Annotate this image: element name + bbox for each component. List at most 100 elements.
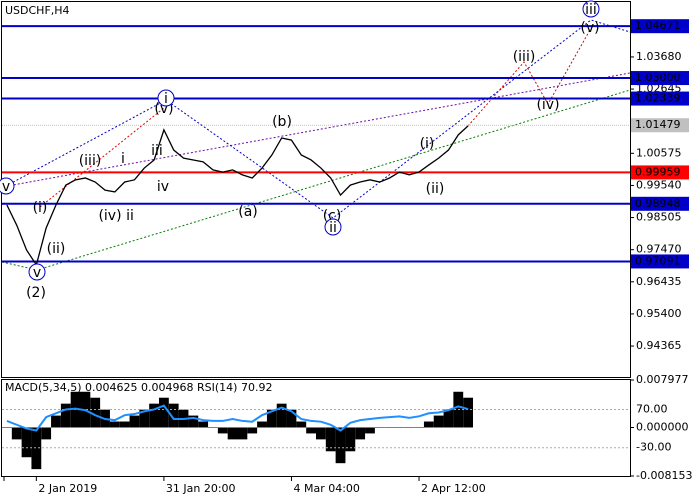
wave-guide (467, 29, 591, 127)
chart-title: USDCHF,H4 (5, 4, 70, 17)
wave-label: (iv) (536, 97, 559, 113)
price-level-label: 1.02339 (635, 92, 681, 105)
wave-label: v (2, 179, 10, 195)
y-tick-label: 0.96435 (636, 275, 682, 288)
macd-bar (31, 427, 42, 470)
wave-label: (iii) (513, 49, 536, 65)
y2-tick-label: -30.00 (636, 441, 671, 454)
price-level-box (631, 196, 689, 211)
macd-bar (2, 427, 12, 428)
macd-bar (463, 397, 473, 428)
wave-guide (36, 89, 631, 271)
price-level-box (631, 71, 689, 86)
macd-bar (247, 427, 258, 434)
y-tick-label: 0.95400 (636, 307, 682, 320)
macd-bar (21, 427, 32, 458)
x-tick-label: 31 Jan 20:00 (166, 482, 236, 495)
wave-guide (39, 107, 165, 208)
macd-bar (129, 415, 140, 428)
wave-label: (b) (272, 114, 292, 130)
macd-bar (335, 427, 346, 464)
price-level-box (631, 91, 689, 106)
plot-layer: 1.036801.026451.005750.995400.985050.974… (0, 0, 692, 495)
x-tick-label: 4 Mar 04:00 (293, 482, 359, 495)
macd-bar (443, 409, 454, 428)
macd-bar (198, 421, 209, 428)
macd-bar (60, 403, 71, 428)
macd-bar (188, 415, 199, 428)
x-tick-label: 2 Apr 12:00 (421, 482, 486, 495)
macd-bar (208, 427, 218, 428)
macd-bar (325, 427, 336, 452)
macd-bar (365, 427, 375, 434)
wave-label: v (33, 265, 41, 281)
macd-bar (159, 397, 169, 428)
price-level-label: 1.04671 (635, 19, 681, 32)
wave-label: (v) (580, 20, 599, 36)
macd-bar (384, 427, 395, 428)
macd-bar (433, 415, 444, 428)
wave-label: (i) (33, 200, 48, 216)
macd-bar (51, 415, 61, 428)
macd-bar (394, 427, 405, 428)
macd-bar (227, 427, 238, 440)
price-level-label: 0.98948 (635, 197, 681, 210)
macd-bar (306, 427, 316, 434)
price-level-label: 1.03000 (635, 71, 681, 84)
wave-label: iv (157, 179, 169, 195)
macd-bar (316, 427, 326, 440)
indicator-panel-frame (1, 379, 631, 477)
wave-label: iii (151, 143, 163, 159)
y-tick-label: 0.99540 (636, 178, 682, 191)
macd-bar (257, 421, 267, 428)
y-tick-label: -0.008153 (636, 469, 692, 482)
wave-circle (324, 218, 342, 236)
price-line (6, 125, 469, 267)
wave-label: ii (126, 208, 134, 224)
macd-bar (41, 427, 52, 440)
wave-label: (iv) (98, 208, 121, 224)
indicator-title: MACD(5,34,5) 0.004625 0.004968 RSI(14) 7… (5, 381, 272, 394)
price-level-label: 1.01479 (635, 118, 681, 131)
x-tick-label: 2 Jan 2019 (38, 482, 97, 495)
macd-bar (355, 427, 366, 440)
wave-label: (ii) (47, 241, 66, 257)
macd-bar (374, 427, 385, 428)
macd-bar (139, 409, 150, 428)
macd-bar (217, 427, 228, 434)
wave-guide (5, 19, 631, 219)
wave-circle (157, 89, 175, 107)
y-tick-label: 0.94365 (636, 339, 682, 352)
y-tick-label: 0.98505 (636, 211, 682, 224)
y-tick-label: 0.000000 (636, 420, 689, 433)
wave-label: (ii) (426, 181, 445, 197)
wave-label: i (164, 91, 168, 107)
price-level-box (631, 165, 689, 180)
macd-bar (90, 397, 101, 428)
y-tick-label: 1.00575 (636, 146, 682, 159)
macd-bar (414, 427, 424, 428)
wave-label: i (121, 151, 125, 167)
y-tick-label: 1.03680 (636, 50, 682, 63)
wave-label: (2) (26, 285, 46, 301)
wave-label: (iii) (79, 153, 102, 169)
wave-circle (582, 0, 600, 18)
macd-bar (266, 409, 277, 428)
price-level-box (631, 118, 689, 133)
macd-bar (11, 427, 22, 440)
macd-bar (404, 427, 415, 428)
wave-label: (i) (420, 136, 435, 152)
macd-bar (276, 403, 287, 428)
macd-bar (286, 409, 297, 428)
price-level-box (631, 19, 689, 34)
macd-bar (109, 421, 120, 428)
wave-label: iii (585, 2, 597, 18)
wave-circle (0, 177, 15, 195)
wave-label: ii (329, 220, 337, 236)
macd-bar (168, 403, 179, 428)
y2-tick-label: 70.00 (636, 402, 668, 415)
macd-bar (237, 427, 248, 440)
y-tick-label: 0.97470 (636, 243, 682, 256)
